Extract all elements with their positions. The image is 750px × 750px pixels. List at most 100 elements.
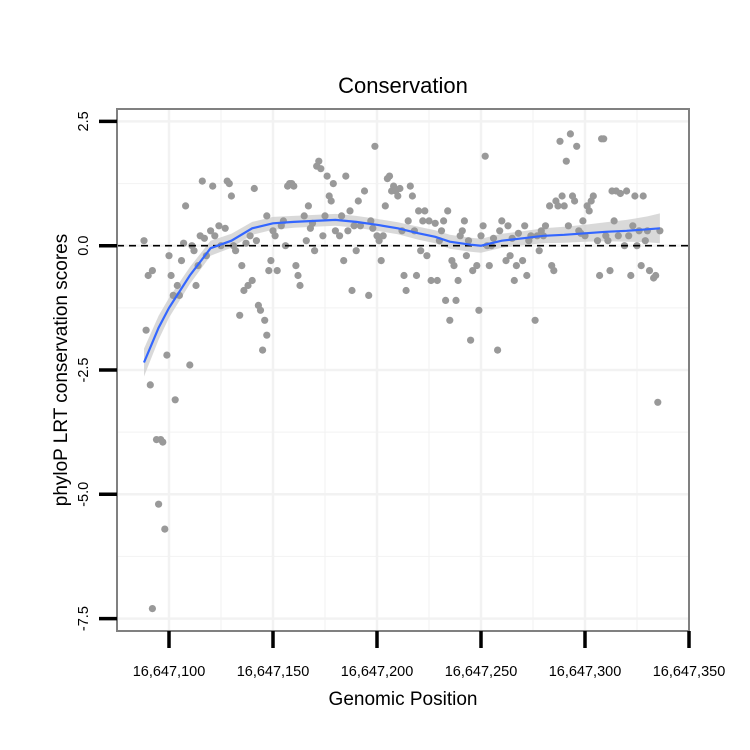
data-point — [323, 172, 331, 180]
data-point — [556, 137, 564, 145]
data-point — [652, 271, 660, 280]
data-point — [348, 286, 356, 295]
y-axis-title: phyloP LRT conservation scores — [51, 234, 72, 507]
data-point — [186, 361, 194, 369]
x-tick-label: 16,647,350 — [653, 664, 726, 680]
data-point — [142, 326, 150, 334]
data-point — [302, 237, 310, 245]
data-point — [163, 351, 171, 359]
data-point — [340, 257, 348, 265]
data-point — [645, 267, 654, 275]
data-point — [550, 267, 558, 275]
data-point — [498, 217, 506, 225]
data-point — [352, 247, 360, 255]
data-point — [421, 207, 429, 215]
data-point — [336, 232, 344, 240]
data-point — [625, 232, 633, 240]
loess-smooth-line — [142, 218, 660, 363]
x-tick-label: 16,647,250 — [445, 664, 518, 680]
x-tick-label: 16,647,300 — [549, 664, 622, 680]
data-point — [148, 267, 156, 275]
data-point — [331, 227, 339, 235]
data-point — [481, 152, 489, 160]
data-point — [236, 311, 244, 319]
data-point — [294, 271, 302, 280]
data-point — [425, 217, 433, 225]
data-point — [616, 189, 625, 198]
data-point — [444, 207, 452, 215]
data-point — [207, 227, 215, 235]
data-point — [623, 187, 631, 195]
data-point — [558, 192, 566, 200]
data-point — [171, 396, 179, 404]
data-point — [458, 227, 466, 235]
data-point — [531, 316, 539, 324]
data-point — [585, 207, 593, 215]
x-axis-title: Genomic Position — [329, 689, 478, 710]
data-point — [610, 217, 618, 225]
x-tick-label: 16,647,100 — [133, 664, 206, 680]
data-point — [155, 500, 163, 508]
data-point — [629, 222, 637, 230]
data-point — [402, 286, 410, 295]
data-point — [263, 212, 271, 220]
y-tick-label: -7.5 — [76, 606, 92, 631]
data-point — [290, 182, 298, 190]
data-point — [246, 232, 254, 240]
data-point — [394, 192, 402, 200]
data-point — [566, 130, 575, 138]
data-point — [304, 202, 312, 210]
data-point — [240, 286, 248, 295]
y-tick-label: -5.0 — [76, 482, 92, 507]
data-point — [259, 346, 267, 354]
data-point — [593, 237, 602, 245]
data-point — [342, 172, 350, 180]
data-point — [311, 247, 319, 255]
data-point — [161, 525, 169, 533]
data-point — [182, 202, 190, 210]
data-point — [546, 202, 554, 210]
data-point — [232, 247, 240, 255]
data-point — [433, 276, 441, 285]
data-point — [159, 438, 167, 446]
y-tick-label: -2.5 — [76, 358, 92, 383]
data-point — [485, 262, 493, 270]
data-point — [344, 227, 352, 235]
data-point — [404, 217, 412, 225]
data-point — [639, 192, 647, 200]
data-point — [489, 234, 498, 242]
y-axis: 2.5 0.0 -2.5 -5.0 -7.5 — [76, 111, 117, 631]
data-point — [379, 232, 387, 240]
data-point — [654, 398, 662, 406]
data-point — [400, 271, 408, 280]
data-point — [273, 267, 281, 275]
data-point — [360, 187, 369, 195]
data-point — [579, 217, 587, 225]
data-point — [396, 184, 404, 193]
data-point — [148, 605, 156, 613]
data-point — [225, 180, 233, 188]
data-point — [385, 172, 394, 180]
data-point — [365, 291, 373, 299]
data-point — [321, 212, 329, 220]
data-point — [173, 281, 181, 290]
data-point — [437, 227, 446, 235]
data-point — [377, 257, 385, 265]
data-point — [427, 276, 435, 285]
data-point — [512, 262, 521, 270]
data-point — [450, 262, 458, 270]
data-point — [494, 346, 502, 354]
x-axis: 16,647,100 16,647,150 16,647,200 16,647,250… — [133, 631, 726, 680]
data-point — [496, 227, 504, 235]
data-point — [541, 222, 550, 230]
data-point — [248, 276, 256, 285]
data-point — [227, 192, 235, 200]
data-point — [327, 197, 335, 205]
data-point — [521, 222, 529, 230]
data-point — [408, 192, 416, 200]
data-point — [641, 237, 649, 245]
data-point — [338, 212, 346, 220]
data-point — [589, 192, 597, 200]
data-point — [460, 217, 468, 225]
